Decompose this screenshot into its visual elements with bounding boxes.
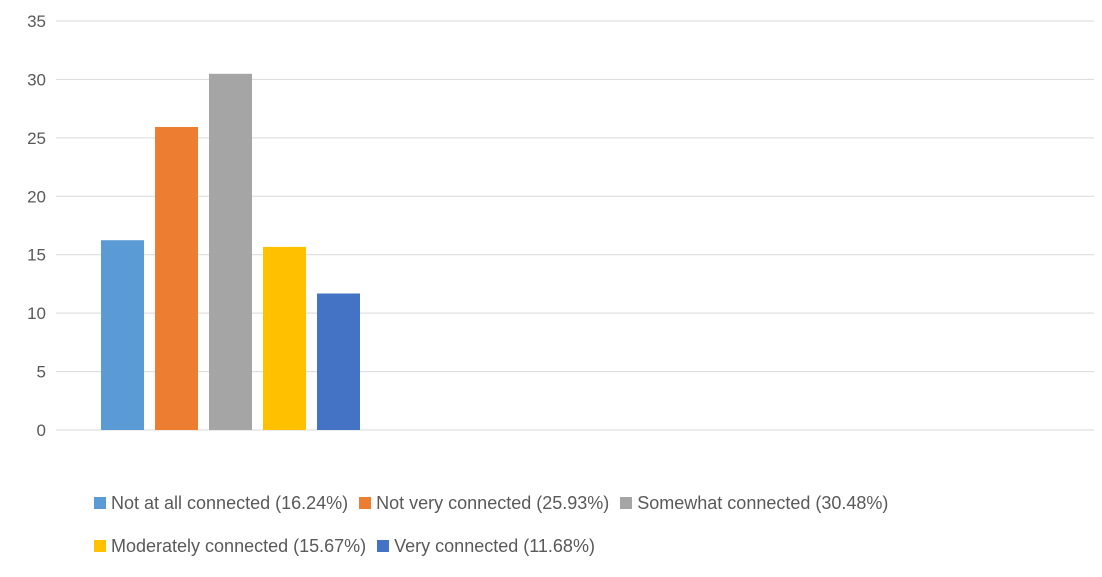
legend: Not at all connected (16.24%) Not very c… — [94, 491, 1094, 577]
legend-item-moderately-connected: Moderately connected (15.67%) — [94, 536, 366, 557]
y-tick-label: 35 — [27, 12, 46, 31]
bar-not-very-connected — [155, 126, 198, 430]
bars — [101, 73, 360, 430]
legend-swatch — [94, 540, 106, 552]
legend-row: Not at all connected (16.24%) Not very c… — [94, 491, 1094, 515]
legend-swatch — [620, 497, 633, 509]
legend-label: Not very connected (25.93%) — [376, 492, 610, 513]
legend-swatch — [359, 497, 372, 509]
bar-not-at-all-connected — [101, 240, 144, 430]
y-tick-label: 10 — [27, 304, 46, 323]
legend-row: Moderately connected (15.67%) Very conne… — [94, 534, 1094, 558]
y-tick-label: 0 — [37, 421, 46, 440]
y-tick-label: 5 — [37, 363, 46, 382]
legend-label: Very connected (11.68%) — [394, 535, 595, 556]
y-tick-label: 25 — [27, 129, 46, 148]
y-axis-tick-labels: 0 5 10 15 20 25 30 35 — [27, 12, 46, 440]
legend-swatch — [377, 540, 390, 552]
legend-swatch — [94, 497, 106, 509]
bar-chart: 0 5 10 15 20 25 30 35 — [27, 12, 1094, 440]
legend-item-somewhat-connected: Somewhat connected (30.48%) — [620, 493, 888, 514]
legend-label: Somewhat connected (30.48%) — [637, 492, 889, 513]
legend-label: Moderately connected (15.67%) — [111, 535, 367, 556]
legend-item-not-at-all-connected: Not at all connected (16.24%) — [94, 493, 348, 514]
legend-label: Not at all connected (16.24%) — [111, 492, 349, 513]
y-tick-label: 15 — [27, 246, 46, 265]
y-tick-label: 20 — [27, 187, 46, 206]
bar-somewhat-connected — [209, 73, 252, 430]
legend-item-very-connected: Very connected (11.68%) — [377, 536, 595, 557]
bar-very-connected — [317, 293, 360, 430]
legend-item-not-very-connected: Not very connected (25.93%) — [359, 493, 609, 514]
y-tick-label: 30 — [27, 70, 46, 89]
bar-moderately-connected — [263, 246, 306, 430]
